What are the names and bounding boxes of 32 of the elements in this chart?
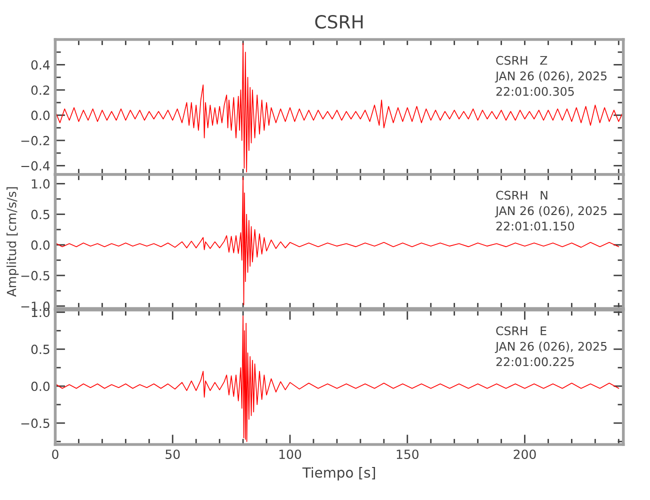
- chart-title: CSRH: [315, 14, 363, 29]
- x-axis-title: Tiempo [s]: [302, 467, 375, 480]
- y-tick-label: 1.0: [32, 179, 50, 189]
- line-series: [55, 42, 624, 172]
- y-axis-title: Amplitud [cm/s/s]: [6, 187, 19, 297]
- y-tick-label: 0.5: [31, 210, 50, 220]
- annotation: CSRH Z: [496, 56, 548, 65]
- y-tick-label: 0.5: [31, 344, 50, 354]
- annotation: JAN 26 (026), 2025: [494, 206, 606, 218]
- x-tick-label: 100: [279, 450, 302, 460]
- annotation: JAN 26 (026), 2025: [494, 71, 606, 83]
- x-tick-label: 150: [396, 450, 418, 460]
- y-tick-label: −0.5: [21, 418, 50, 428]
- y-tick-label: 0.2: [31, 85, 50, 95]
- x-tick-label: 200: [514, 450, 536, 460]
- line-series: [55, 315, 620, 442]
- x-tick-label: 50: [166, 450, 180, 460]
- annotation: 22:01:00.225: [496, 357, 574, 366]
- annotation: CSRH E: [496, 326, 546, 336]
- y-tick-label: 0.4: [31, 60, 50, 70]
- y-tick-label: −0.4: [21, 161, 50, 171]
- annotation: 22:01:00.305: [496, 86, 574, 96]
- y-tick-label: 0.0: [31, 110, 50, 120]
- y-tick-label: −0.5: [21, 270, 50, 280]
- y-tick-label: 0.0: [31, 382, 50, 392]
- line-series: [55, 177, 620, 306]
- x-tick-label: 0: [52, 450, 58, 460]
- annotation: JAN 26 (026), 2025: [494, 342, 606, 353]
- annotation: 22:01:01.150: [496, 222, 574, 231]
- y-tick-label: 0.0: [31, 240, 50, 250]
- y-tick-label: −0.2: [21, 136, 50, 146]
- annotation: CSRH N: [496, 190, 548, 200]
